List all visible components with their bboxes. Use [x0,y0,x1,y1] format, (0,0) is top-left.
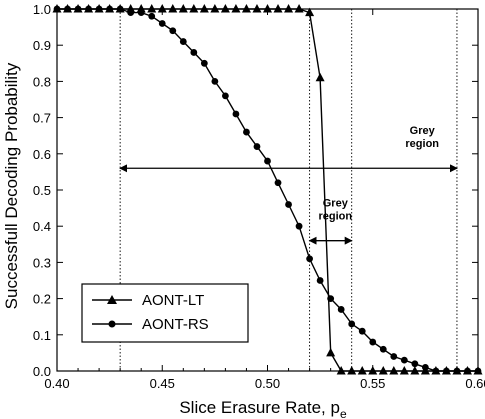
y-tick-label: 0.7 [33,111,51,126]
y-tick-label: 0.9 [33,38,51,53]
point-aont-lt [357,366,367,375]
point-aont-lt [178,4,188,13]
x-tick-label: 0.55 [360,376,385,391]
point-aont-rs [358,327,366,335]
x-tick-label: 0.40 [44,376,69,391]
point-aont-lt [336,366,346,375]
point-aont-lt [305,7,315,17]
point-aont-lt [326,347,336,357]
point-aont-rs [137,9,145,17]
point-aont-lt [252,4,262,13]
y-axis-label: Successfull Decoding Probability [2,62,21,309]
y-tick-label: 0.5 [33,183,51,198]
point-aont-rs [179,38,187,45]
point-aont-rs [295,222,303,230]
grey-region-label: Grey [410,125,436,137]
point-aont-rs [306,255,313,263]
y-axis-ticks: 0.0 0.1 0.2 0.3 0.4 0.5 0.6 0.7 0.8 0.9 1.0 [33,2,478,379]
grey-region-label: region [318,210,352,222]
legend-marker-triangle [107,295,117,304]
grey-region-label: region [405,138,439,150]
point-aont-lt [378,366,388,375]
y-tick-label: 0.8 [33,74,51,89]
legend-label-aont-lt: AONT-LT [142,292,204,309]
point-aont-lt [168,4,178,13]
point-aont-lt [273,4,283,13]
point-aont-lt [241,4,251,13]
grey-region-label: Grey [323,197,349,209]
point-aont-lt [210,4,220,13]
point-aont-rs [337,306,345,313]
point-aont-rs [421,363,429,371]
point-aont-rs [222,92,229,100]
point-aont-lt [263,4,272,13]
point-aont-rs [158,20,166,27]
point-aont-rs [169,27,177,35]
y-tick-label: 1.0 [33,2,51,17]
legend: AONT-LT AONT-RS [81,283,249,343]
point-aont-lt [399,366,409,375]
x-tick-label: 0.45 [150,376,175,391]
y-tick-label: 0.0 [33,364,51,379]
point-aont-lt [220,4,230,13]
point-aont-rs [274,179,282,187]
legend-label-aont-rs: AONT-RS [142,316,209,333]
point-aont-lt [147,4,157,13]
point-aont-lt [199,4,209,13]
point-aont-lt [189,4,199,13]
point-aont-rs [285,201,292,208]
point-aont-lt [231,4,241,13]
x-tick-label: 0.50 [255,376,280,391]
point-aont-rs [211,78,219,85]
point-aont-rs [148,12,156,20]
point-aont-lt [157,4,167,13]
x-axis-label: Slice Erasure Rate, pe [179,398,347,419]
point-aont-rs [253,143,261,150]
y-tick-label: 0.2 [33,292,51,307]
x-axis-label-subscript: e [340,407,347,419]
point-aont-rs [127,9,135,17]
y-tick-label: 0.1 [33,328,51,343]
point-aont-lt [294,4,304,13]
point-aont-rs [379,345,387,353]
point-aont-rs [390,353,398,360]
point-aont-rs [411,360,419,368]
point-aont-lt [315,72,325,82]
y-tick-label: 0.6 [33,147,51,162]
y-tick-label: 0.3 [33,255,51,270]
point-aont-rs [264,157,271,165]
legend-marker-circle [108,320,116,328]
point-aont-rs [316,277,324,284]
x-tick-label: 0.60 [465,376,485,391]
point-aont-rs [232,110,240,118]
y-tick-label: 0.4 [33,219,51,234]
point-aont-lt [284,4,294,13]
point-aont-rs [243,128,250,136]
point-aont-rs [190,49,198,56]
point-aont-rs [369,338,377,346]
x-axis-ticks: 0.40 0.45 0.50 0.55 0.60 [44,9,485,391]
point-aont-rs [348,320,356,328]
point-aont-rs [327,295,335,302]
legend-box [81,283,249,343]
point-aont-rs [400,356,408,364]
point-aont-rs [200,59,208,67]
